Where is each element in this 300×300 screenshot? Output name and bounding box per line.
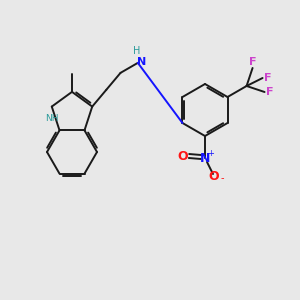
Text: O: O	[178, 149, 188, 163]
Text: O: O	[209, 169, 219, 182]
Text: +: +	[208, 148, 214, 158]
Text: F: F	[264, 73, 271, 83]
Text: F: F	[266, 87, 273, 97]
Text: F: F	[249, 57, 256, 67]
Text: NH: NH	[45, 114, 58, 123]
Text: H: H	[133, 46, 140, 56]
Text: N: N	[200, 152, 210, 164]
Text: -: -	[220, 173, 224, 183]
Text: N: N	[137, 57, 146, 67]
